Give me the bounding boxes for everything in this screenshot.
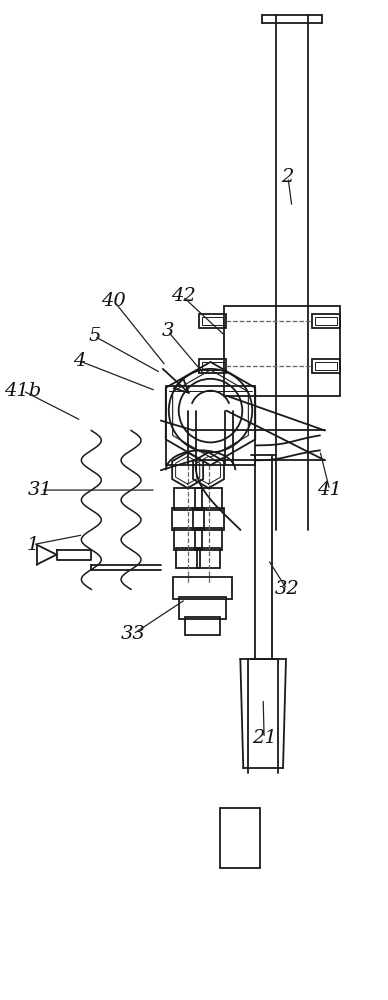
Bar — [199, 359, 226, 373]
Bar — [197, 548, 220, 568]
Bar — [201, 362, 223, 370]
Text: 1: 1 — [26, 536, 39, 554]
Bar — [179, 597, 226, 619]
Bar — [192, 508, 224, 530]
Bar — [312, 314, 340, 328]
Text: 33: 33 — [121, 625, 146, 643]
Bar — [172, 508, 204, 530]
Bar — [312, 359, 340, 373]
Bar — [315, 362, 337, 370]
Bar — [315, 317, 337, 325]
Bar — [199, 314, 226, 328]
Text: 32: 32 — [275, 580, 300, 598]
Text: 2: 2 — [281, 168, 293, 186]
Bar — [166, 386, 255, 465]
Bar — [220, 808, 260, 868]
Text: 21: 21 — [251, 729, 276, 747]
Text: 41b: 41b — [5, 382, 42, 400]
Bar — [224, 306, 340, 396]
Bar — [173, 577, 232, 599]
Text: 40: 40 — [101, 292, 126, 310]
Bar — [201, 317, 223, 325]
Bar — [195, 528, 222, 550]
Bar — [174, 488, 201, 510]
Text: 3: 3 — [161, 322, 174, 340]
Text: 41: 41 — [317, 481, 342, 499]
Bar — [185, 617, 220, 635]
Text: 31: 31 — [28, 481, 53, 499]
Bar — [195, 488, 222, 510]
Text: 42: 42 — [171, 287, 196, 305]
Bar — [176, 548, 199, 568]
Text: 5: 5 — [88, 327, 100, 345]
Text: 4: 4 — [73, 352, 85, 370]
Bar — [174, 528, 201, 550]
